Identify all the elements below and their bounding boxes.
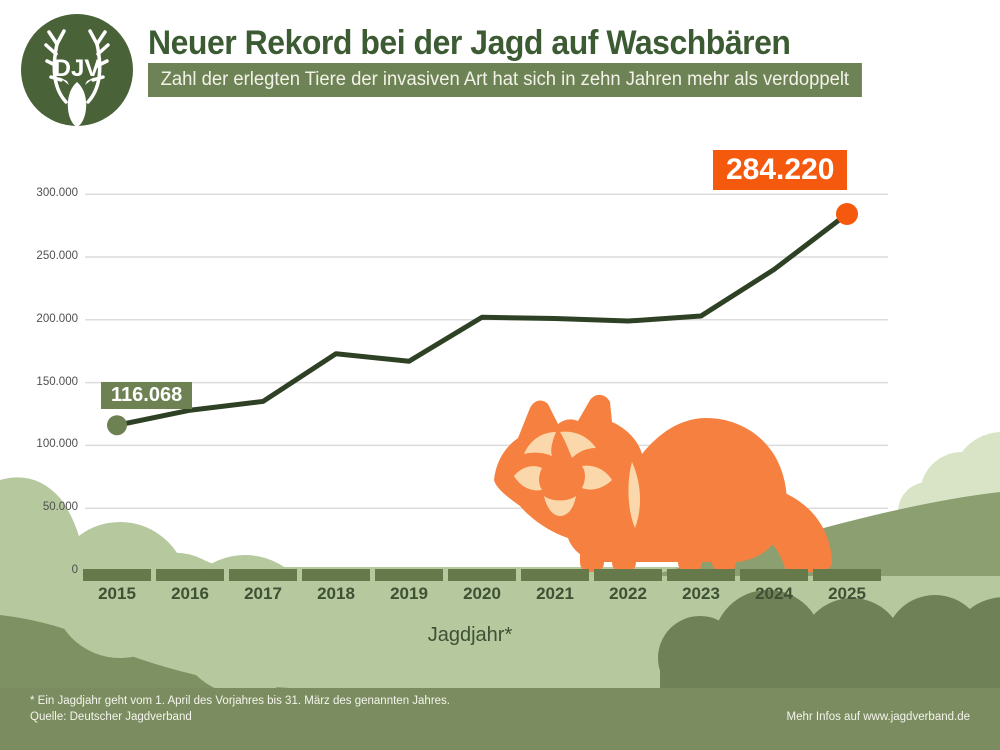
x-tick-label: 2016 xyxy=(171,584,209,603)
face-mask xyxy=(514,431,641,528)
page-title: Neuer Rekord bei der Jagd auf Waschbären xyxy=(148,24,791,62)
footer-band xyxy=(0,688,1000,750)
x-tick-label: 2017 xyxy=(244,584,282,603)
x-axis-bar xyxy=(83,569,881,581)
end-value-badge: 284.220 xyxy=(713,150,848,190)
x-tick-label: 2023 xyxy=(682,584,720,603)
x-tick-label: 2019 xyxy=(390,584,428,603)
y-tick-label: 150.000 xyxy=(36,375,78,388)
x-tick-label: 2020 xyxy=(463,584,501,603)
x-tick-label: 2022 xyxy=(609,584,647,603)
deer-head-icon xyxy=(59,77,95,126)
data-line xyxy=(107,203,858,436)
footer-info: Mehr Infos auf www.jagdverband.de xyxy=(786,711,970,723)
y-tick-label: 50.000 xyxy=(42,501,78,514)
y-tick-label: 0 xyxy=(71,564,78,576)
y-tick-label: 250.000 xyxy=(36,250,78,262)
x-tick-label: 2024 xyxy=(755,584,793,603)
footnote-source: Quelle: Deutscher Jagdverband xyxy=(30,711,192,723)
djv-logo: DJV xyxy=(21,14,133,126)
antlers-icon xyxy=(44,29,110,104)
raccoon-illustration xyxy=(494,394,833,572)
logo-circle xyxy=(21,14,133,126)
x-axis-title: Jagdjahr* xyxy=(427,624,513,646)
x-tick-label: 2021 xyxy=(536,584,574,603)
logo-text: DJV xyxy=(54,55,101,82)
y-tick-label: 200.000 xyxy=(36,312,78,325)
y-tick-label: 100.000 xyxy=(36,438,78,451)
start-value-badge: 116.068 xyxy=(101,382,193,409)
page-subtitle: Zahl der erlegten Tiere der invasiven Ar… xyxy=(148,63,862,97)
footnote-line1: * Ein Jagdjahr geht vom 1. April des Vor… xyxy=(30,695,450,707)
x-tick-label: 2015 xyxy=(98,584,136,603)
y-tick-label: 300.000 xyxy=(36,187,78,200)
x-tick-label: 2025 xyxy=(828,584,866,603)
background-landscape xyxy=(0,432,1000,750)
x-tick-label: 2018 xyxy=(317,584,355,603)
